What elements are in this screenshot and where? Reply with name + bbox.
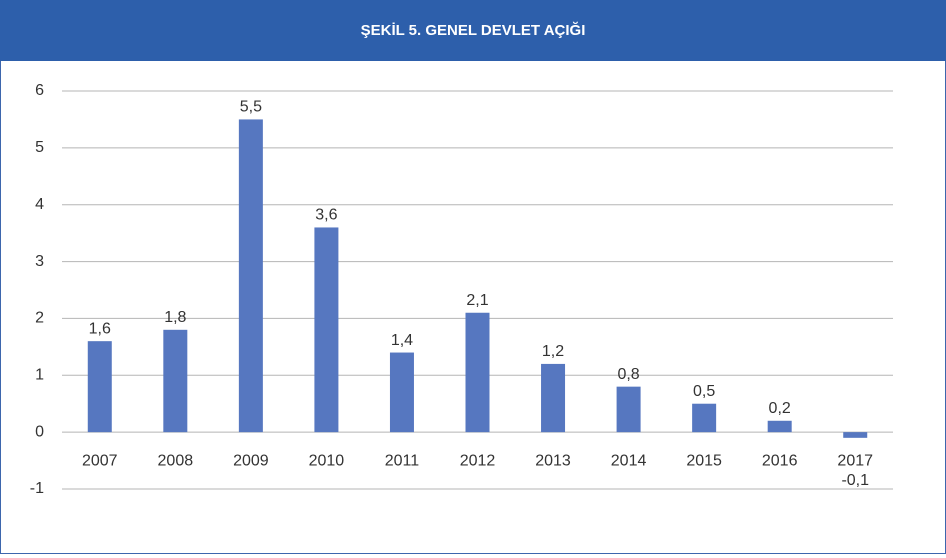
data-label: -0,1 [841, 472, 869, 489]
bar [767, 420, 792, 433]
bar [465, 312, 490, 433]
data-label: 1,6 [89, 320, 111, 337]
bar [692, 403, 717, 433]
data-label: 0,2 [769, 400, 791, 417]
data-label: 5,5 [240, 99, 262, 116]
data-label: 0,8 [617, 366, 639, 383]
x-tick-label: 2017 [837, 452, 873, 469]
y-tick-label: 0 [35, 423, 44, 440]
bar [843, 432, 868, 438]
data-label: 1,2 [542, 343, 564, 360]
bar [163, 329, 188, 433]
bar [616, 386, 641, 433]
bar [87, 341, 112, 433]
x-tick-label: 2008 [158, 452, 194, 469]
bar [314, 227, 339, 433]
data-label: 1,8 [164, 309, 186, 326]
x-tick-label: 2010 [309, 452, 345, 469]
x-tick-label: 2015 [686, 452, 722, 469]
y-tick-label: 4 [35, 196, 44, 213]
data-label: 3,6 [315, 207, 337, 224]
bar [238, 119, 263, 433]
data-label: 0,5 [693, 383, 715, 400]
x-tick-label: 2016 [762, 452, 798, 469]
x-tick-label: 2014 [611, 452, 647, 469]
x-tick-label: 2007 [82, 452, 118, 469]
x-tick-label: 2011 [385, 452, 420, 469]
x-tick-label: 2013 [535, 452, 571, 469]
header [0, 0, 946, 61]
y-tick-label: -1 [30, 480, 44, 497]
bar [389, 352, 414, 433]
data-label: 2,1 [466, 292, 488, 309]
y-tick-label: 5 [35, 139, 44, 156]
x-tick-label: 2012 [460, 452, 496, 469]
data-label: 1,4 [391, 332, 413, 349]
bar [541, 363, 566, 433]
y-tick-label: 6 [35, 82, 44, 99]
chart-title: ŞEKİL 5. GENEL DEVLET AÇIĞI [361, 21, 586, 39]
y-tick-label: 2 [35, 310, 44, 327]
y-tick-label: 3 [35, 253, 44, 270]
x-tick-label: 2009 [233, 452, 269, 469]
y-tick-label: 1 [35, 367, 44, 384]
